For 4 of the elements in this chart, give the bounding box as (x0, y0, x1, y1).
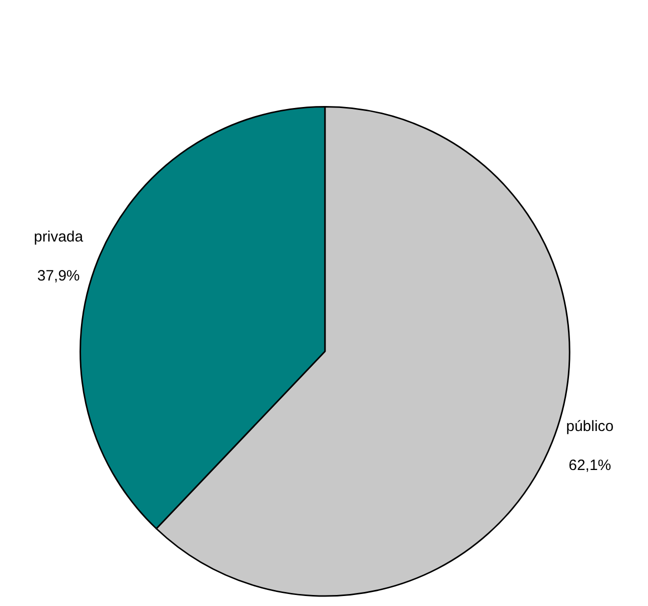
data-label: 62,1% (568, 456, 612, 474)
data-label: 37,9% (37, 268, 80, 285)
slice-label: público (566, 418, 614, 435)
slice-label: privada (34, 228, 84, 246)
